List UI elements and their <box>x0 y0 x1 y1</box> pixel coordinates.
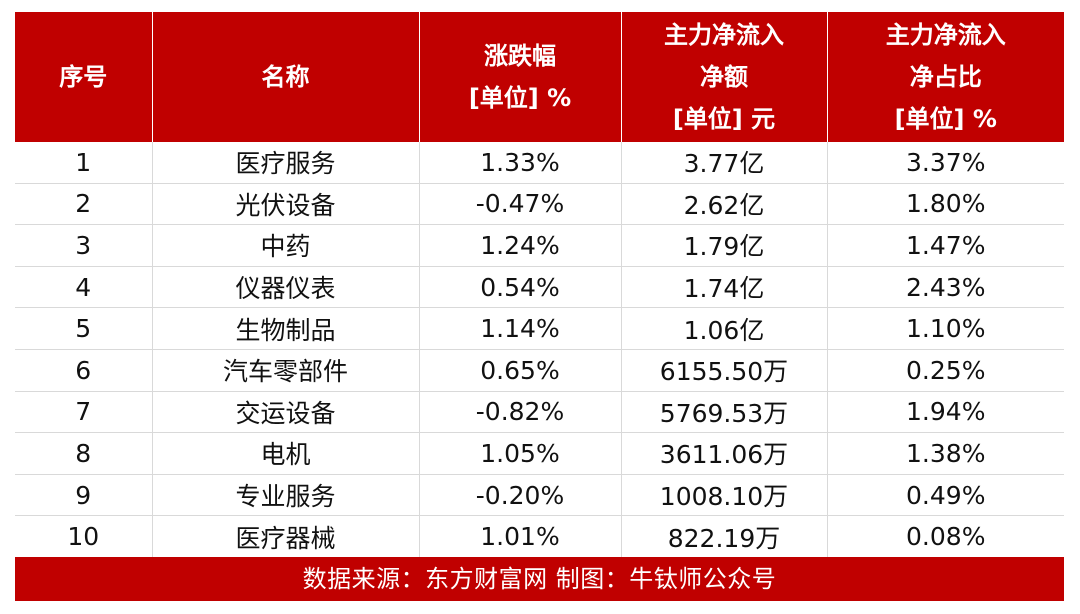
source-footer: 数据来源：东方财富网 制图：牛钛师公众号 <box>15 556 1064 601</box>
cell-net-ratio: 1.38% <box>826 432 1064 475</box>
header-label-line: 净额 <box>700 63 748 91</box>
header-name: 名称 <box>151 12 420 142</box>
table-body: 1 医疗服务 1.33% 3.77亿 3.37% 2 光伏设备 -0.47% 2.62亿 1.80… <box>15 142 1064 557</box>
cell-net-ratio: 0.25% <box>826 349 1064 392</box>
sector-fund-flow-table: 序号 名称 涨跌幅 [单位] % 主力净流入 净额 [单位] 元主力净流入 净占比 [单位] %… <box>15 12 1064 557</box>
cell-net-inflow: 822.19万 <box>620 515 827 557</box>
cell-change-pct: 1.24% <box>418 224 621 267</box>
cell-net-inflow: 5769.53万 <box>620 391 827 434</box>
cell-change-pct: 1.05% <box>418 432 621 475</box>
cell-index: 4 <box>15 266 152 309</box>
table-row: 10 医疗器械 1.01% 822.19万 0.08% <box>15 515 1064 557</box>
cell-net-inflow: 1.79亿 <box>620 224 827 267</box>
cell-index: 6 <box>15 349 152 392</box>
cell-change-pct: 1.01% <box>418 515 621 557</box>
table-row: 4 仪器仪表 0.54% 1.74亿 2.43% <box>15 266 1064 309</box>
cell-sector-name: 电机 <box>151 432 419 475</box>
table-row: 5 生物制品 1.14% 1.06亿 1.10% <box>15 307 1064 350</box>
table-row: 8 电机 1.05% 3611.06万 1.38% <box>15 432 1064 475</box>
cell-change-pct: 1.14% <box>418 307 621 350</box>
header-label-line: 序号 <box>59 63 108 91</box>
header-label-line: 名称 <box>261 63 310 91</box>
cell-sector-name: 生物制品 <box>151 307 419 350</box>
table-header: 序号 名称 涨跌幅 [单位] % 主力净流入 净额 [单位] 元主力净流入 净占比 [单位] % <box>15 12 1064 142</box>
table-row: 6 汽车零部件 0.65% 6155.50万 0.25% <box>15 349 1064 392</box>
cell-net-ratio: 3.37% <box>826 142 1064 184</box>
header-label-line: 净占比 <box>909 63 982 91</box>
header-net-inflow: 主力净流入净额 [单位] 元 <box>620 12 828 142</box>
cell-change-pct: 1.33% <box>418 142 621 184</box>
cell-index: 10 <box>67 522 100 552</box>
header-label-line: [单位] % <box>894 105 997 133</box>
cell-sector-name: 交运设备 <box>151 391 419 434</box>
cell-net-inflow: 6155.50万 <box>620 349 827 392</box>
header-label-line: 涨跌幅 <box>484 42 556 70</box>
cell-net-ratio: 1.94% <box>826 391 1064 434</box>
cell-change-pct: 0.65% <box>418 349 621 392</box>
cell-sector-name: 医疗器械 <box>151 515 419 557</box>
table-row: 9 专业服务 -0.20% 1008.10万 0.49% <box>15 474 1064 517</box>
cell-index: 2 <box>15 183 152 226</box>
cell-net-ratio: 1.10% <box>826 307 1064 350</box>
header-label-line: [单位] % <box>468 84 572 112</box>
cell-index: 1 <box>15 142 152 184</box>
cell-net-ratio: 0.49% <box>826 474 1064 517</box>
header-label-line: 主力净流入 <box>885 21 1006 49</box>
data-table-frame: 序号 名称 涨跌幅 [单位] % 主力净流入 净额 [单位] 元主力净流入 净占比 [单位] %… <box>15 12 1064 601</box>
header-net-ratio: 主力净流入净占比 [单位] % <box>826 12 1064 142</box>
header-label-line: [单位] 元 <box>672 105 776 133</box>
cell-change-pct: -0.82% <box>418 391 621 434</box>
cell-index: 8 <box>15 432 152 475</box>
cell-sector-name: 中药 <box>151 224 419 267</box>
cell-net-ratio: 1.80% <box>826 183 1064 226</box>
table-row: 2 光伏设备 -0.47% 2.62亿 1.80% <box>15 183 1064 226</box>
cell-net-inflow: 2.62亿 <box>620 183 827 226</box>
cell-net-inflow: 3611.06万 <box>620 432 827 475</box>
cell-net-ratio: 2.43% <box>826 266 1064 309</box>
cell-net-inflow: 1.74亿 <box>620 266 827 309</box>
cell-index: 3 <box>15 224 152 267</box>
cell-sector-name: 仪器仪表 <box>151 266 419 309</box>
cell-net-inflow: 1008.10万 <box>620 474 827 517</box>
cell-change-pct: 0.54% <box>418 266 621 309</box>
cell-index: 5 <box>15 307 152 350</box>
table-row: 3 中药 1.24% 1.79亿 1.47% <box>15 224 1064 267</box>
cell-net-ratio: 0.08% <box>826 515 1064 557</box>
cell-change-pct: -0.20% <box>418 474 621 517</box>
header-label-line: 主力净流入 <box>664 21 784 49</box>
cell-index: 9 <box>15 474 152 517</box>
cell-index: 7 <box>15 391 152 434</box>
header-index: 序号 <box>15 12 153 142</box>
table-row: 1 医疗服务 1.33% 3.77亿 3.37% <box>15 142 1064 184</box>
cell-sector-name: 医疗服务 <box>151 142 419 184</box>
cell-change-pct: -0.47% <box>418 183 621 226</box>
cell-net-inflow: 3.77亿 <box>620 142 827 184</box>
cell-sector-name: 汽车零部件 <box>151 349 419 392</box>
cell-net-ratio: 1.47% <box>826 224 1064 267</box>
cell-sector-name: 光伏设备 <box>151 183 419 226</box>
header-row: 序号 名称 涨跌幅 [单位] % 主力净流入 净额 [单位] 元主力净流入 净占比 [单位] % <box>15 12 1064 142</box>
cell-net-inflow: 1.06亿 <box>620 307 827 350</box>
table-row: 7 交运设备 -0.82% 5769.53万 1.94% <box>15 391 1064 434</box>
cell-sector-name: 专业服务 <box>151 474 419 517</box>
header-change-pct: 涨跌幅 [单位] % <box>418 12 622 142</box>
